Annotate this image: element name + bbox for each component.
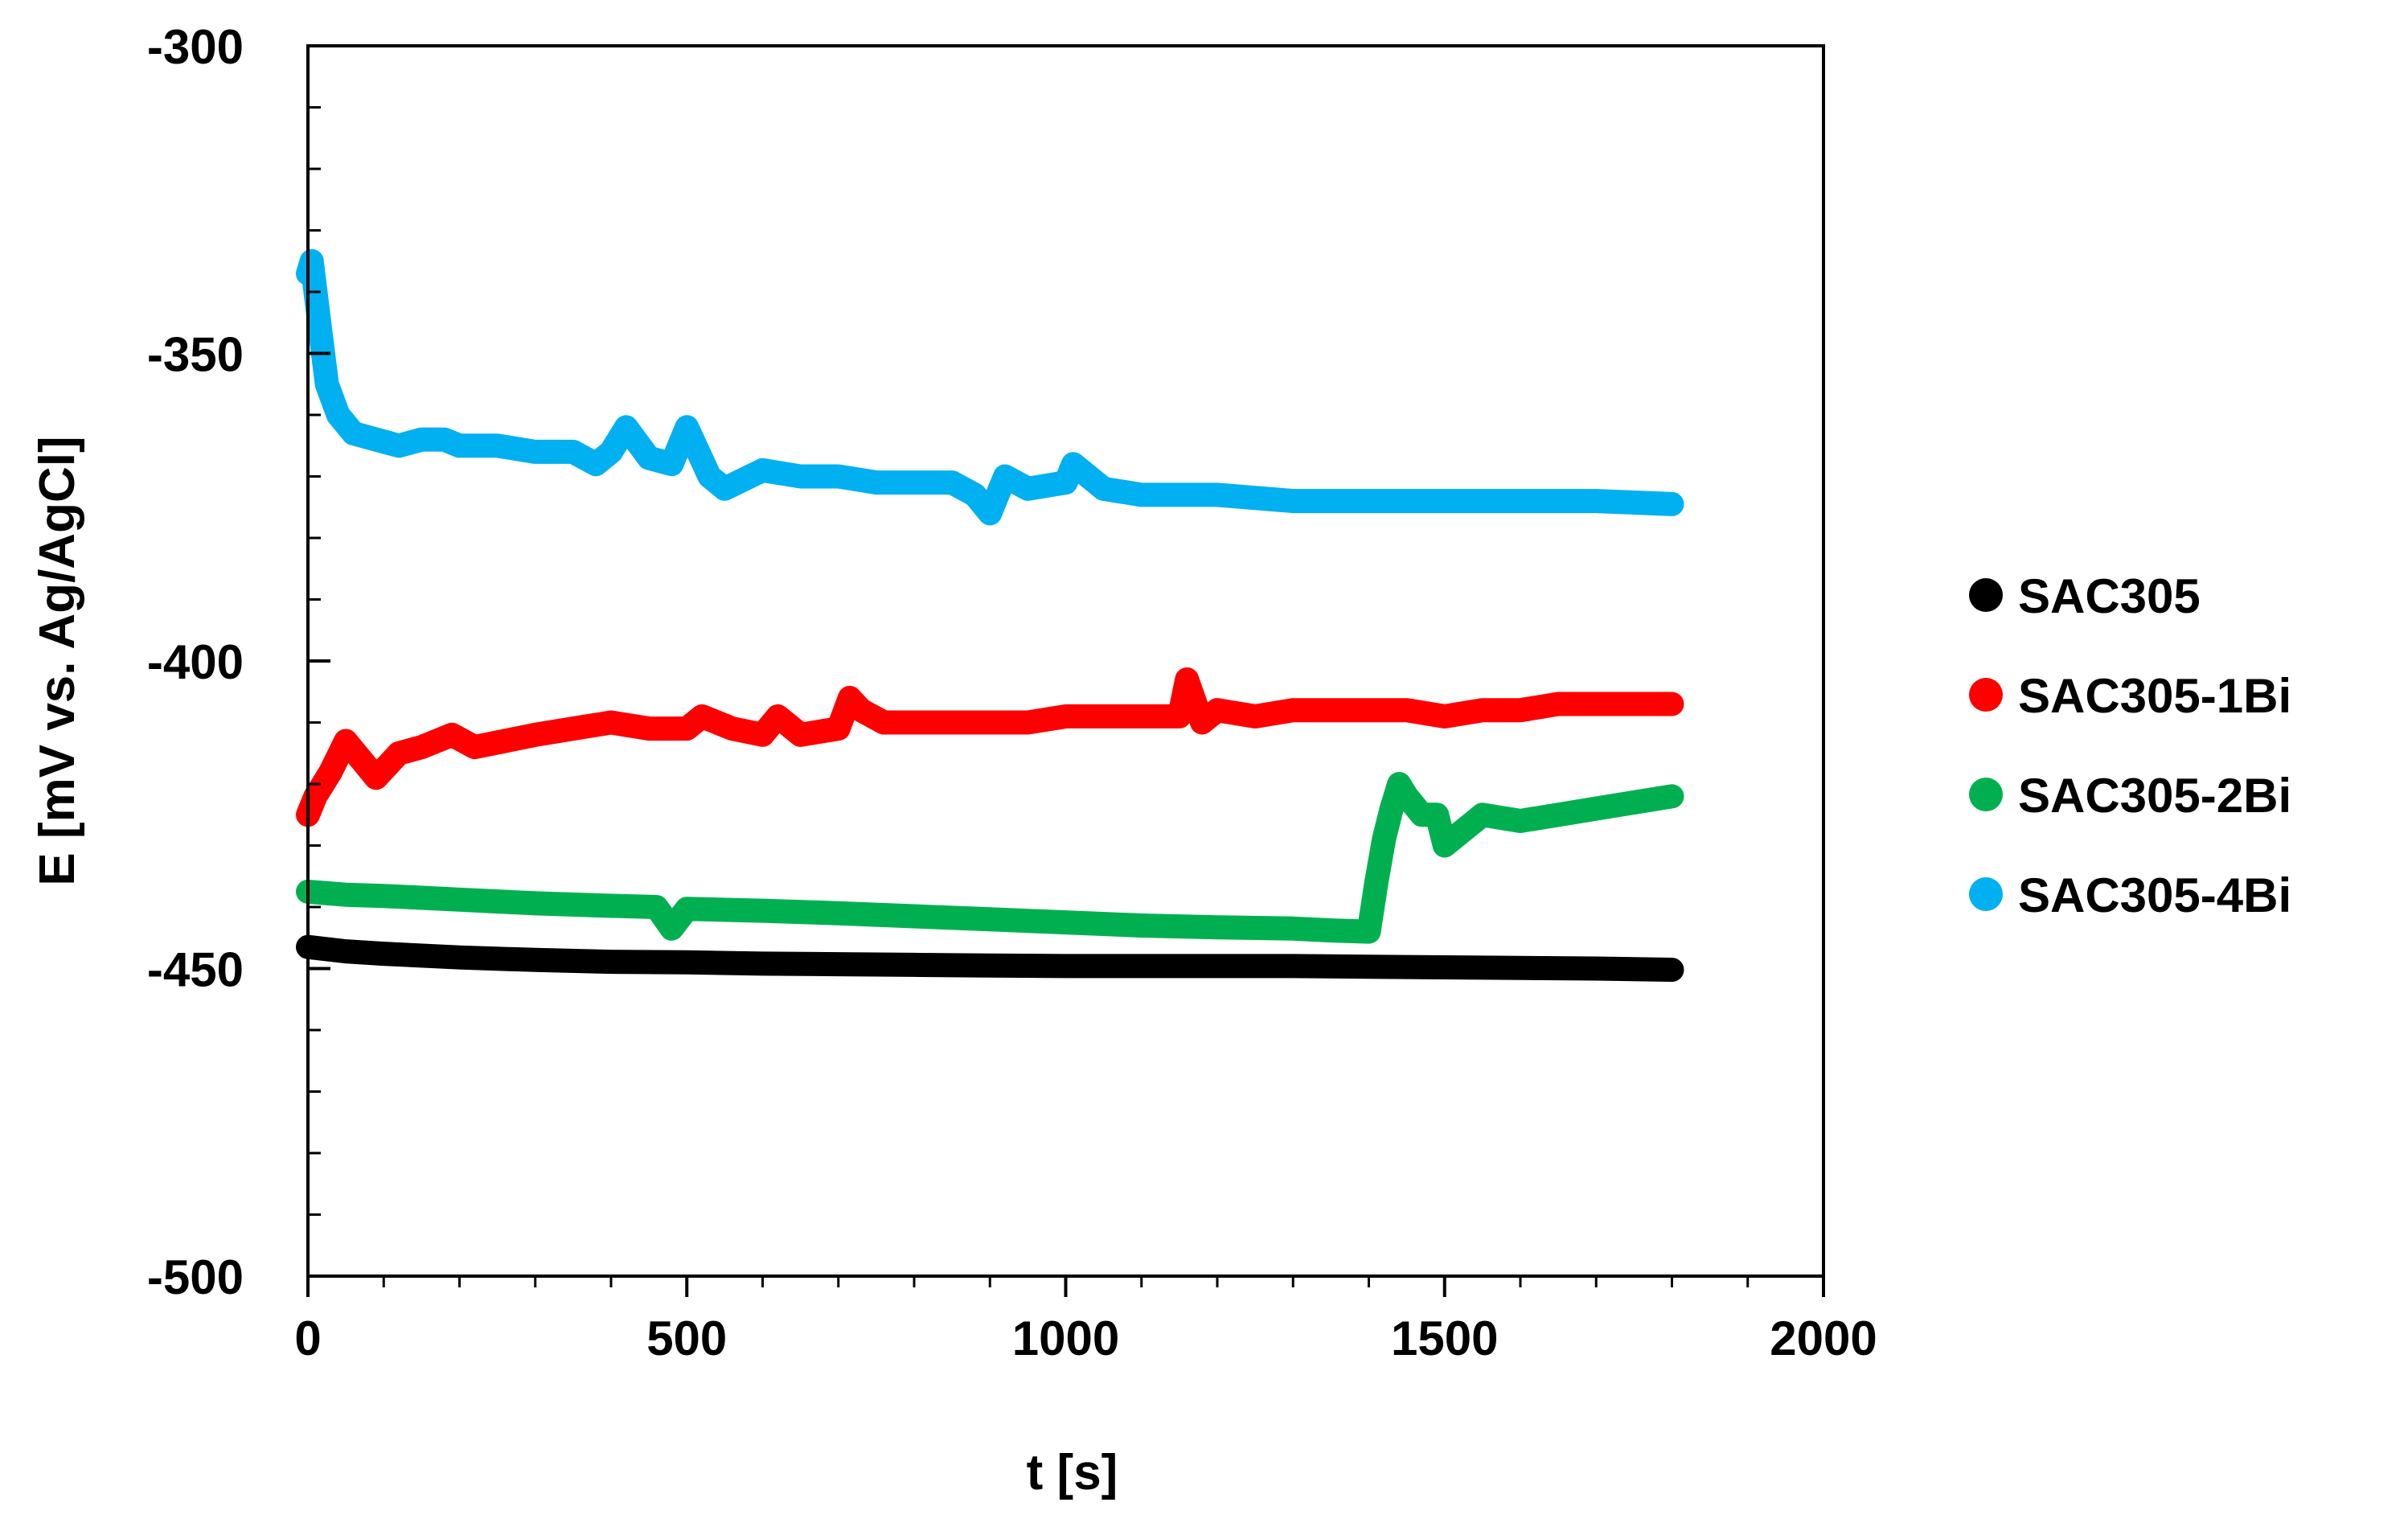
legend-label: SAC305-2Bi (2018, 769, 2291, 823)
legend-label: SAC305-4Bi (2018, 868, 2291, 922)
x-tick-label: 1500 (1391, 1311, 1498, 1365)
legend: SAC305 SAC305-1Bi SAC305-2Bi SAC305-4Bi (1969, 569, 2291, 922)
legend-label: SAC305 (2018, 569, 2201, 623)
series-line-sac305 (296, 934, 1684, 982)
x-tick-label: 0 (294, 1311, 321, 1365)
x-tick-label: 1000 (1012, 1311, 1119, 1365)
x-axis-ticks: 0 500 1000 1500 2000 (294, 1276, 1877, 1365)
legend-item-sac305-4bi: SAC305-4Bi (1969, 868, 2291, 922)
series-line-sac305-1bi (296, 667, 1684, 827)
y-axis-title: E [mV vs. Ag/AgCl] (30, 436, 85, 885)
x-tick-label: 500 (646, 1311, 727, 1365)
series-layer (296, 248, 1684, 982)
legend-label: SAC305-1Bi (2018, 669, 2291, 723)
plot-area-frame (306, 44, 1825, 1278)
legend-marker (1969, 877, 2003, 911)
y-tick-label: -450 (147, 943, 244, 997)
legend-marker (1969, 678, 2003, 712)
x-axis-title: t [s] (1027, 1445, 1118, 1500)
y-axis-ticks: -300 -350 -400 -450 -500 (147, 20, 330, 1304)
y-tick-label: -350 (147, 328, 244, 382)
x-tick-label: 2000 (1770, 1311, 1877, 1365)
legend-marker (1969, 778, 2003, 811)
series-line-sac305-2bi (296, 772, 1684, 944)
legend-item-sac305: SAC305 (1969, 569, 2201, 623)
y-tick-label: -500 (147, 1250, 244, 1304)
y-tick-label: -400 (147, 635, 244, 689)
legend-item-sac305-2bi: SAC305-2Bi (1969, 769, 2291, 823)
legend-marker (1969, 578, 2003, 612)
y-tick-label: -300 (147, 20, 244, 74)
series-line-sac305-4bi (296, 248, 1684, 526)
legend-item-sac305-1bi: SAC305-1Bi (1969, 669, 2291, 723)
